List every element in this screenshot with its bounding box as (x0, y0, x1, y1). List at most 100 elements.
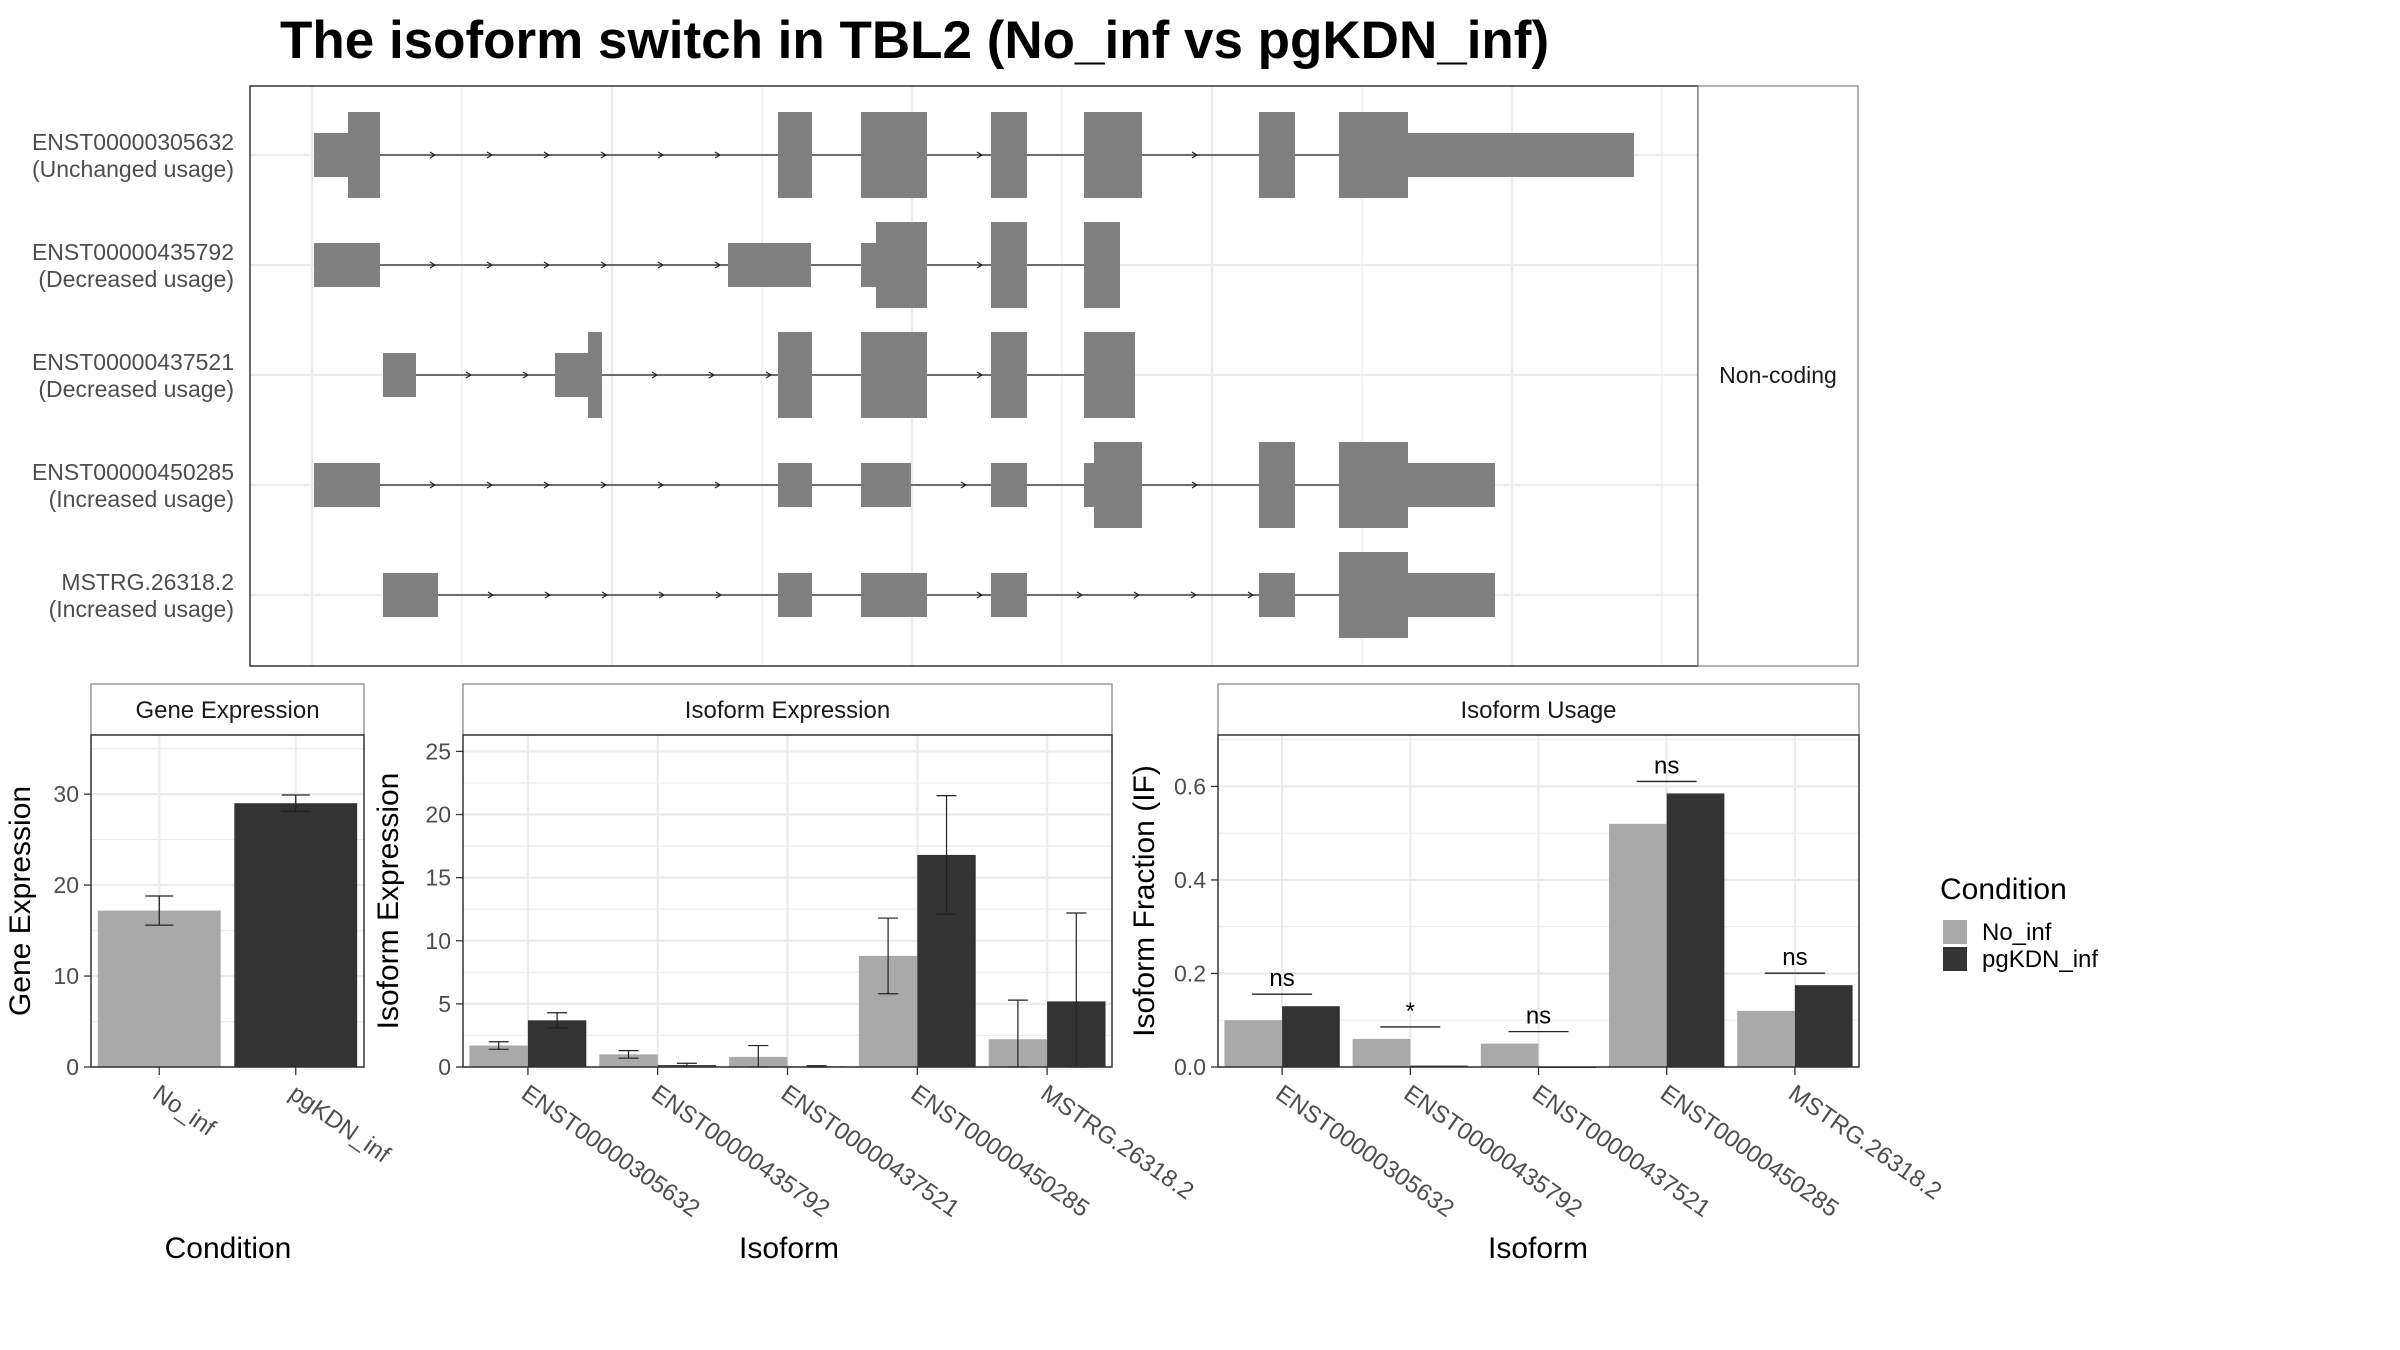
strand-arrow-icon (960, 481, 968, 489)
exon-block (861, 332, 927, 418)
strand-arrow-icon (544, 591, 552, 599)
exon-block (314, 243, 380, 287)
plot-panel-border (90, 734, 365, 1068)
exon-block (991, 573, 1027, 617)
strand-arrow-icon (486, 151, 494, 159)
facet-strip (462, 683, 1113, 736)
strand-arrow-icon (543, 151, 551, 159)
facet-strip-label: Isoform Expression (685, 697, 890, 724)
exon-block (383, 573, 438, 617)
facet-strip (1217, 683, 1860, 736)
structure-facet-strip (1697, 85, 1859, 667)
exon-block (1408, 573, 1495, 617)
transcript-usage-label: (Increased usage) (49, 596, 234, 622)
exon-block (1339, 442, 1408, 528)
exon-block (728, 243, 811, 287)
y-tick-label: 20 (53, 872, 79, 898)
strand-arrow-icon (714, 151, 722, 159)
strand-arrow-icon (976, 591, 984, 599)
exon-block (1084, 222, 1120, 308)
exon-block (1259, 573, 1295, 617)
y-tick-label: 25 (425, 738, 451, 764)
y-tick-label: 20 (425, 802, 451, 828)
exon-block (1084, 112, 1142, 198)
strand-arrow-icon (429, 261, 437, 269)
strand-arrow-icon (600, 261, 608, 269)
exon-block (1259, 442, 1295, 528)
y-tick-label: 10 (53, 963, 79, 989)
strand-arrow-icon (429, 481, 437, 489)
strand-arrow-icon (543, 261, 551, 269)
strand-arrow-icon (714, 261, 722, 269)
y-tick-label: 0.2 (1174, 960, 1206, 986)
strand-arrow-icon (765, 371, 773, 379)
exon-block (1084, 332, 1135, 418)
strand-arrow-icon (976, 371, 984, 379)
x-axis-title: Condition (165, 1232, 292, 1265)
transcript-id-label: ENST00000435792 (32, 239, 234, 265)
transcript-id-label: ENST00000437521 (32, 349, 234, 375)
strand-arrow-icon (714, 481, 722, 489)
facet-strip (90, 683, 365, 736)
strand-arrow-icon (601, 591, 609, 599)
exon-block (861, 463, 911, 507)
strand-arrow-icon (657, 481, 665, 489)
strand-arrow-icon (486, 481, 494, 489)
significance-label: ns (1269, 965, 1294, 992)
exon-block (991, 112, 1027, 198)
error-bar (878, 917, 899, 995)
strand-arrow-icon (543, 481, 551, 489)
legend-key (1943, 920, 1967, 944)
y-tick-label: 5 (438, 991, 451, 1017)
exon-block (861, 243, 876, 287)
exon-block (1259, 112, 1295, 198)
exon-block (778, 332, 812, 418)
error-bar (145, 895, 174, 926)
exon-block (588, 332, 602, 418)
transcript-usage-label: (Decreased usage) (38, 376, 234, 402)
y-tick-label: 0.4 (1174, 867, 1206, 893)
bar-pgKDN_inf (1794, 985, 1853, 1067)
exon-block (1094, 442, 1142, 528)
y-axis-title: Isoform Expression (372, 773, 405, 1030)
facet-strip-label: Gene Expression (135, 697, 319, 724)
bar-pgKDN_inf (1666, 793, 1725, 1067)
transcript-id-label: ENST00000305632 (32, 129, 234, 155)
x-tick-label: No_inf (148, 1080, 221, 1142)
y-axis-title: Isoform Fraction (IF) (1128, 765, 1161, 1037)
bar-No_inf (1480, 1043, 1539, 1067)
structure-facet-label: Non-coding (1719, 362, 1837, 388)
exon-block (861, 573, 927, 617)
strand-arrow-icon (522, 371, 530, 379)
strand-arrow-icon (600, 481, 608, 489)
exon-block (348, 112, 380, 198)
bar-No_inf (97, 910, 221, 1067)
strand-arrow-icon (658, 591, 666, 599)
error-bar (547, 1012, 568, 1029)
exon-block (991, 463, 1027, 507)
error-bar (618, 1049, 639, 1059)
bar-pgKDN_inf (234, 803, 358, 1067)
strand-arrow-icon (1191, 481, 1199, 489)
exon-block (778, 112, 812, 198)
bar-No_inf (1352, 1038, 1411, 1067)
bar-No_inf (1609, 823, 1667, 1067)
strand-arrow-icon (1190, 591, 1198, 599)
legend-key (1943, 947, 1967, 971)
x-axis-title: Isoform (1488, 1232, 1588, 1265)
strand-arrow-icon (976, 261, 984, 269)
plot-title: The isoform switch in TBL2 (No_inf vs pg… (280, 11, 1549, 70)
bar-No_inf (599, 1054, 658, 1067)
significance-label: ns (1526, 1003, 1551, 1030)
x-axis-title: Isoform (739, 1232, 839, 1265)
error-bar (281, 794, 310, 813)
exon-block (778, 463, 812, 507)
strand-arrow-icon (429, 151, 437, 159)
exon-block (1339, 552, 1408, 638)
strand-arrow-icon (1133, 591, 1141, 599)
strand-arrow-icon (657, 261, 665, 269)
strand-arrow-icon (976, 151, 984, 159)
exon-block (555, 353, 588, 397)
exon-block (991, 222, 1027, 308)
